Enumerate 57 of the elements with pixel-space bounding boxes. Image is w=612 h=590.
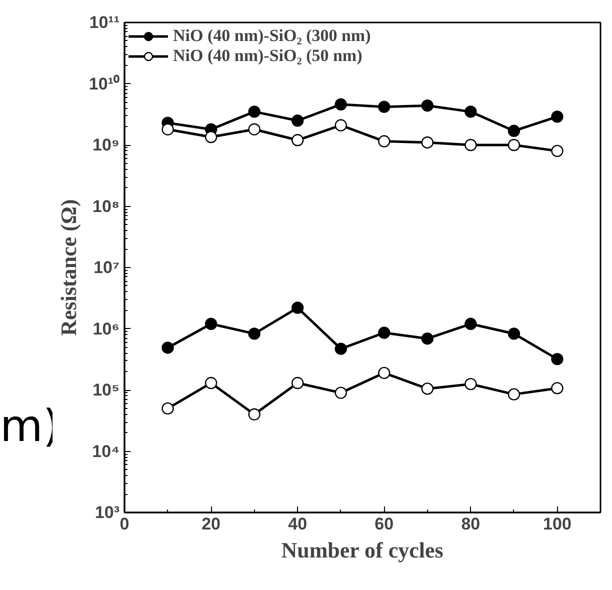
point xyxy=(162,342,174,354)
point xyxy=(421,382,434,395)
legend-label: NiO (40 nm)-SiO₂ (50 nm) xyxy=(173,46,362,66)
x-tick-label: 100 xyxy=(543,514,572,534)
point xyxy=(508,124,520,137)
point xyxy=(551,144,564,158)
x-tick-label: 80 xyxy=(461,514,480,534)
y-tick-label: 10¹⁰ xyxy=(88,74,120,94)
point xyxy=(551,352,564,366)
x-tick-label: 40 xyxy=(288,514,308,534)
point xyxy=(378,135,390,148)
point xyxy=(551,382,564,394)
point xyxy=(162,402,174,415)
point xyxy=(421,332,434,345)
y-tick-label: 10³ xyxy=(94,503,120,522)
y-tick-label: 10⁸ xyxy=(92,196,120,216)
point xyxy=(551,110,564,123)
point xyxy=(464,378,477,390)
point xyxy=(204,376,218,390)
x-tick-label: 60 xyxy=(374,514,394,534)
point xyxy=(334,119,347,132)
point xyxy=(421,136,434,149)
point xyxy=(204,130,218,144)
y-tick-label: 10⁶ xyxy=(92,319,120,338)
y-tick-label: 10¹¹ xyxy=(89,13,120,32)
x-tick-label: 0 xyxy=(120,514,130,534)
point xyxy=(248,106,260,118)
point xyxy=(291,302,304,314)
point xyxy=(291,376,304,390)
point xyxy=(464,138,477,152)
point xyxy=(378,100,390,113)
y-tick-label: 10⁷ xyxy=(94,258,120,277)
point xyxy=(204,318,218,330)
y-tick-label: 10⁴ xyxy=(92,442,120,461)
y-tick-label: 10⁹ xyxy=(92,136,120,154)
point xyxy=(421,100,434,112)
point xyxy=(508,328,520,340)
point xyxy=(464,318,477,330)
y-axis-title: Resistance (Ω) xyxy=(56,199,81,336)
point xyxy=(248,328,260,340)
point xyxy=(291,114,304,127)
legend-label: NiO (40 nm)-SiO₂ (300 nm) xyxy=(173,26,371,46)
y-tick-label: 10⁵ xyxy=(92,380,120,400)
point xyxy=(508,138,520,152)
point xyxy=(508,388,520,400)
point xyxy=(464,106,477,118)
point xyxy=(334,386,347,399)
point xyxy=(334,342,347,355)
point xyxy=(291,134,304,146)
point xyxy=(378,326,390,339)
point xyxy=(334,98,347,110)
point xyxy=(248,408,260,420)
point xyxy=(162,123,174,136)
x-axis-title: Number of cycles xyxy=(281,538,444,562)
point xyxy=(378,366,390,380)
point xyxy=(248,123,260,136)
x-tick-label: 20 xyxy=(202,514,221,534)
